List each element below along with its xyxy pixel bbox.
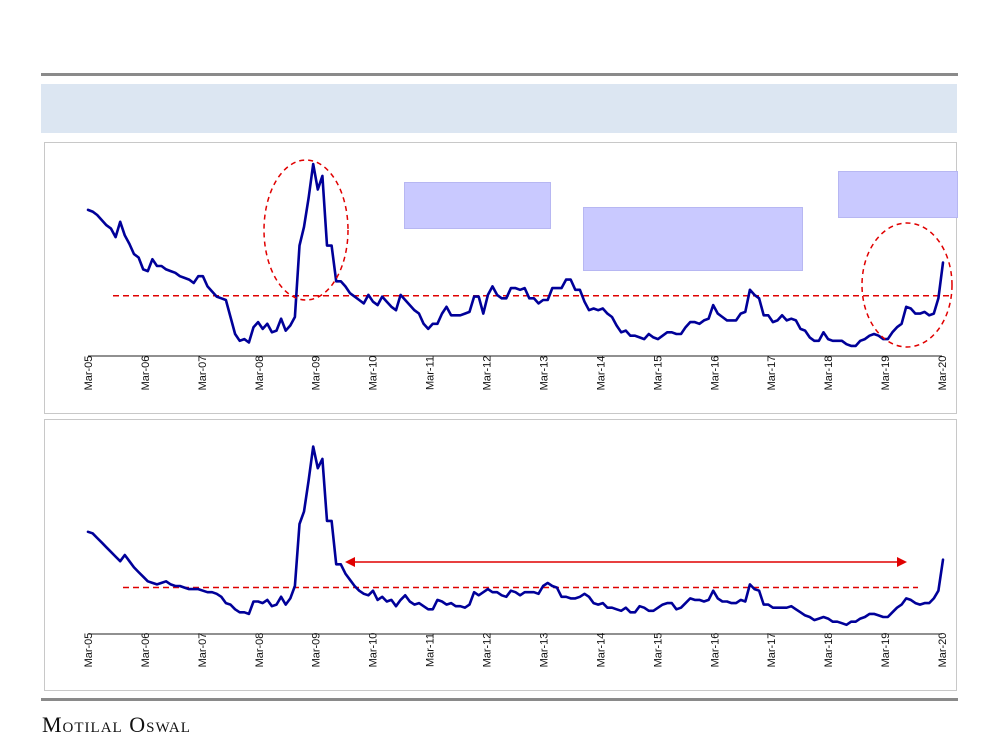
x-tick-label: Mar-16 bbox=[709, 633, 721, 668]
title-band bbox=[41, 84, 957, 133]
callout-box-1 bbox=[404, 182, 551, 229]
series-line bbox=[86, 162, 945, 348]
x-tick-label: Mar-09 bbox=[311, 633, 323, 668]
brand-logo: Motilal Oswal bbox=[42, 712, 191, 737]
x-tick-label: Mar-11 bbox=[425, 356, 437, 390]
x-tick-label: Mar-08 bbox=[254, 356, 266, 391]
x-tick-label: Mar-12 bbox=[482, 356, 494, 391]
x-tick-label: Mar-17 bbox=[766, 356, 778, 391]
highlight-ellipse-2020 bbox=[861, 222, 953, 348]
x-tick-label: Mar-10 bbox=[368, 356, 380, 391]
x-tick-label: Mar-15 bbox=[652, 356, 664, 391]
x-tick-label: Mar-11 bbox=[425, 633, 437, 667]
x-tick-label: Mar-14 bbox=[595, 633, 607, 668]
highlight-ellipse-2009 bbox=[263, 159, 349, 301]
x-tick-label: Mar-05 bbox=[83, 633, 95, 668]
chart-panel-bottom: Mar-05 Mar-06 Mar-07 Mar-08 Mar-09 Mar-10 Mar-… bbox=[44, 419, 957, 691]
line-chart-top: Mar-05 Mar-06 Mar-07 Mar-08 Mar-09 Mar-10 Mar-… bbox=[83, 159, 953, 391]
series-line bbox=[86, 445, 945, 627]
x-tick-label: Mar-18 bbox=[823, 356, 835, 391]
x-tick-label: Mar-20 bbox=[937, 356, 949, 391]
x-tick-label: Mar-05 bbox=[83, 356, 95, 391]
line-chart-bottom: Mar-05 Mar-06 Mar-07 Mar-08 Mar-09 Mar-10 Mar-… bbox=[83, 445, 949, 668]
x-tick-label: Mar-20 bbox=[937, 633, 949, 668]
x-tick-label: Mar-10 bbox=[368, 633, 380, 668]
x-tick-label: Mar-09 bbox=[311, 356, 323, 391]
callout-box-3 bbox=[838, 171, 958, 218]
top-rule bbox=[41, 73, 958, 76]
x-tick-label: Mar-13 bbox=[538, 356, 550, 391]
x-tick-label: Mar-19 bbox=[880, 633, 892, 668]
x-tick-label: Mar-15 bbox=[652, 633, 664, 668]
range-arrow-head-left bbox=[345, 557, 355, 567]
x-tick-label: Mar-08 bbox=[254, 633, 266, 668]
x-tick-label: Mar-13 bbox=[538, 633, 550, 668]
x-tick-label: Mar-06 bbox=[140, 633, 152, 668]
range-arrow-head-right bbox=[897, 557, 907, 567]
x-tick-label: Mar-14 bbox=[595, 356, 607, 391]
x-tick-label: Mar-17 bbox=[766, 633, 778, 668]
chart-panel-top: Mar-05 Mar-06 Mar-07 Mar-08 Mar-09 Mar-10 Mar-… bbox=[44, 142, 958, 414]
x-tick-label: Mar-16 bbox=[709, 356, 721, 391]
x-tick-label: Mar-07 bbox=[197, 633, 209, 668]
x-tick-label: Mar-06 bbox=[140, 356, 152, 391]
x-tick-label: Mar-12 bbox=[482, 633, 494, 668]
x-tick-label: Mar-18 bbox=[823, 633, 835, 668]
bottom-rule bbox=[41, 698, 958, 701]
callout-box-2 bbox=[583, 207, 803, 271]
x-tick-label: Mar-07 bbox=[197, 356, 209, 391]
x-tick-label: Mar-19 bbox=[880, 356, 892, 391]
